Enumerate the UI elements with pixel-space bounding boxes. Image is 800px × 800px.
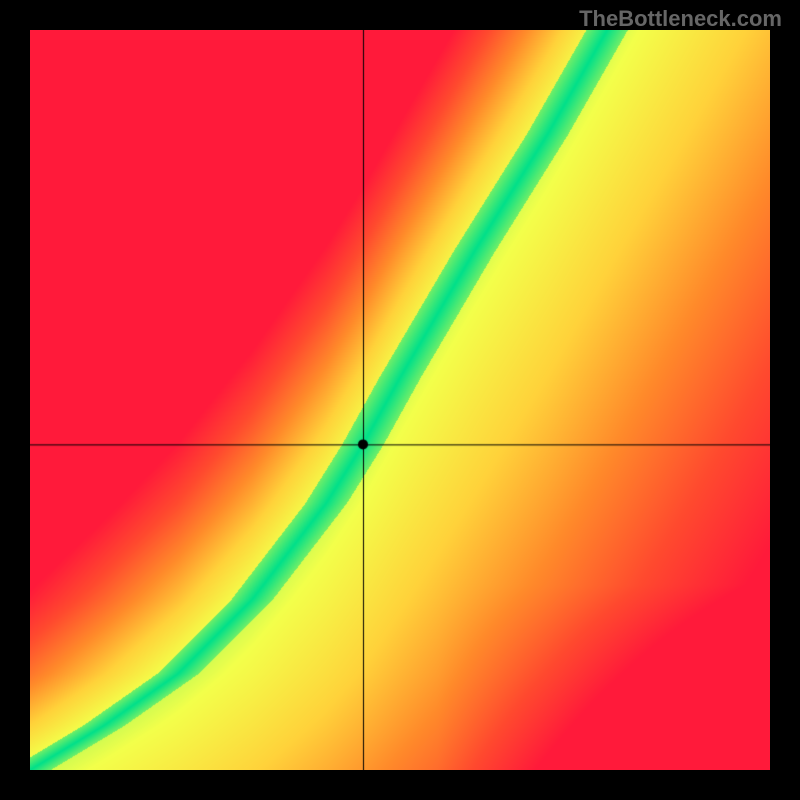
watermark-text: TheBottleneck.com — [579, 6, 782, 32]
figure-frame: TheBottleneck.com — [0, 0, 800, 800]
bottleneck-heatmap — [30, 30, 770, 770]
